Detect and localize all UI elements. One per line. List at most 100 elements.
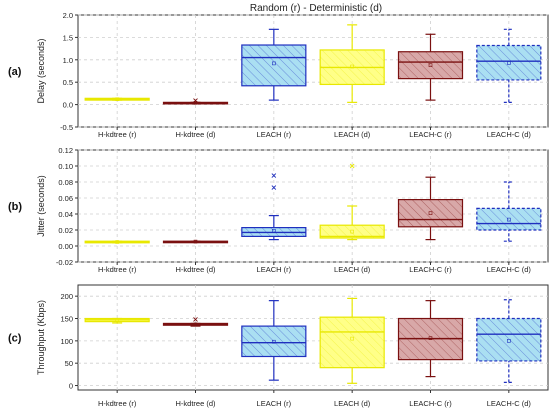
x-tick-label: LEACH-C (r) <box>409 130 452 139</box>
mean-marker <box>115 240 119 244</box>
mean-marker <box>272 229 276 233</box>
x-tick-label: LEACH-C (r) <box>409 265 452 274</box>
y-tick-label: 0.10 <box>58 162 73 171</box>
y-axis-label: Throughput (Kbps) <box>36 300 46 375</box>
box-hatch <box>398 51 463 79</box>
x-tick-label: H-kdtree (d) <box>175 265 216 274</box>
box-leach-c-d <box>476 299 542 384</box>
box-h-kdtree-d <box>162 317 229 327</box>
box-leach-c-d <box>476 28 542 103</box>
y-tick-label: -0.5 <box>60 123 73 132</box>
mean-marker <box>272 61 276 66</box>
mean-marker <box>115 97 119 102</box>
y-tick-label: 50 <box>65 359 73 368</box>
box-h-kdtree-r <box>84 317 150 324</box>
panel-label: (a) <box>8 66 22 78</box>
box-leach-r <box>241 173 307 241</box>
mean-marker <box>507 61 511 65</box>
box-leach-d <box>319 297 385 384</box>
y-tick-label: 0.00 <box>58 242 73 251</box>
box-leach-c-r <box>397 176 464 241</box>
x-tick-label: LEACH (d) <box>334 265 371 274</box>
panel-b: -0.02 0.00 0.02 0.04 0.06 0.08 0.10 0.12 H-kdtre… <box>8 146 549 274</box>
outlier-marker <box>193 98 198 103</box>
box-hatch <box>320 317 385 368</box>
box-h-kdtree-r <box>84 97 150 102</box>
y-tick-label: 0.12 <box>58 146 73 155</box>
box-hatch <box>398 199 463 227</box>
y-tick-label: 0 <box>69 382 73 391</box>
box-h-kdtree-d <box>162 239 229 244</box>
x-tick-label: H-kdtree (r) <box>98 130 137 139</box>
x-tick-label: LEACH-C (d) <box>487 130 532 139</box>
y-tick-label: 0.08 <box>58 178 73 187</box>
outlier-marker <box>193 317 198 322</box>
box-leach-d <box>319 163 385 241</box>
x-tick-label: LEACH-C (d) <box>487 399 532 408</box>
outlier-marker <box>349 163 355 169</box>
mean-marker <box>193 322 198 327</box>
x-tick-label: H-kdtree (d) <box>175 130 216 139</box>
x-tick-label: H-kdtree (r) <box>98 265 137 274</box>
box-leach-d <box>319 24 385 103</box>
x-tick-label: LEACH-C (d) <box>487 265 532 274</box>
panel-label: (c) <box>8 333 22 345</box>
y-tick-label: 0.04 <box>58 210 73 219</box>
mean-marker <box>507 217 511 222</box>
box-hatch <box>476 45 541 80</box>
y-tick-label: 1.0 <box>63 56 73 65</box>
box-hatch <box>476 208 541 230</box>
mean-marker <box>272 339 276 344</box>
mean-marker <box>193 239 198 244</box>
plot-frame <box>77 149 549 263</box>
x-tick-label: LEACH-C (r) <box>409 399 452 408</box>
mean-marker <box>115 318 119 322</box>
box-leach-c-d <box>476 181 542 242</box>
x-tick-label: H-kdtree (d) <box>175 399 216 408</box>
mean-marker <box>193 101 198 105</box>
mean-marker <box>350 64 354 69</box>
box-h-kdtree-r <box>84 240 150 244</box>
box-leach-c-r <box>397 33 464 101</box>
mean-marker <box>350 336 354 341</box>
x-tick-label: LEACH (d) <box>334 399 371 408</box>
box-h-kdtree-d <box>162 98 229 105</box>
y-tick-label: 100 <box>60 337 73 346</box>
y-tick-label: 0.02 <box>58 226 73 235</box>
x-tick-label: LEACH (r) <box>257 265 292 274</box>
box-hatch <box>241 45 306 86</box>
y-tick-label: -0.02 <box>56 258 73 267</box>
mean-marker <box>428 211 433 215</box>
box-leach-c-r <box>397 300 464 378</box>
y-tick-label: 0.0 <box>63 101 73 110</box>
y-tick-label: 150 <box>60 315 73 324</box>
box-hatch <box>320 225 385 238</box>
figure-title: Random (r) - Deterministic (d) <box>250 3 382 14</box>
outlier-marker <box>271 185 277 190</box>
mean-marker <box>428 63 433 67</box>
box-hatch <box>476 318 541 361</box>
y-tick-label: 0.06 <box>58 194 73 203</box>
x-tick-label: LEACH (d) <box>334 130 371 139</box>
panel-a: -0.5 0.0 0.5 1.0 1.5 2.0 H-kdtree (r) H-kdtree … <box>8 11 549 139</box>
box-leach-r <box>241 300 307 381</box>
plot-frame <box>77 284 549 391</box>
x-tick-label: H-kdtree (r) <box>98 399 137 408</box>
y-tick-label: 0.5 <box>63 78 73 87</box>
y-tick-label: 1.5 <box>63 33 73 42</box>
mean-marker <box>428 336 433 340</box>
y-tick-label: 2.0 <box>63 11 73 20</box>
box-leach-r <box>241 28 307 101</box>
y-axis-label: Jitter (seconds) <box>36 175 46 237</box>
mean-marker <box>350 229 354 234</box>
outlier-marker <box>271 173 277 178</box>
y-tick-label: 200 <box>60 292 73 301</box>
panel-c: 0 50 100 150 200 H-kdtree (r) H-kdtree (d) LEAC… <box>8 284 549 408</box>
panels: -0.5 0.0 0.5 1.0 1.5 2.0 H-kdtree (r) H-kdtree … <box>8 11 549 408</box>
mean-marker <box>507 339 511 343</box>
panel-label: (b) <box>8 201 22 213</box>
y-axis-label: Delay (seconds) <box>36 38 46 103</box>
x-tick-label: LEACH (r) <box>257 399 292 408</box>
